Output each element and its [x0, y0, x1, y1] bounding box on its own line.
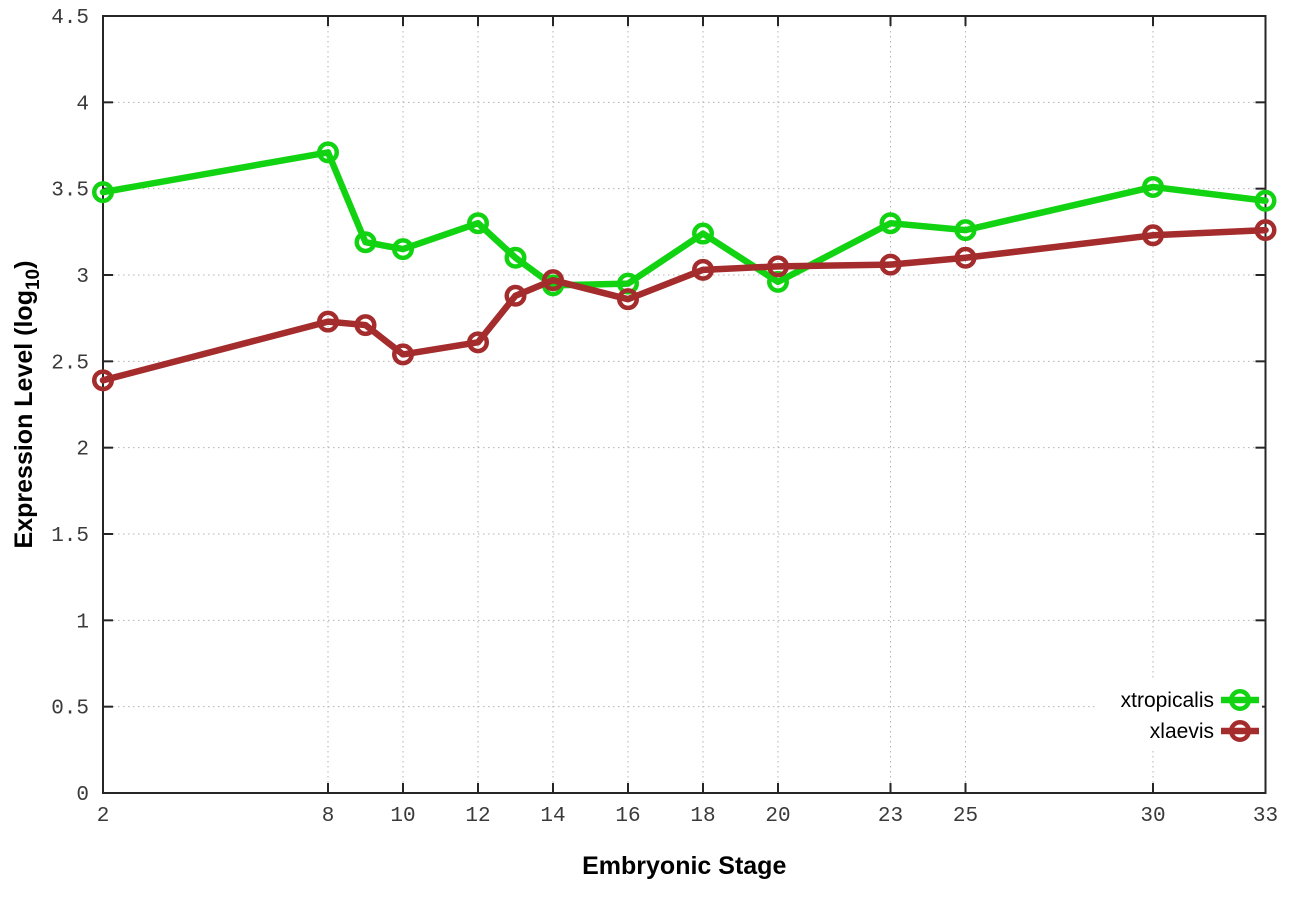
data-point-xlaevis	[1142, 224, 1164, 247]
y-tick-label: 2.5	[51, 352, 89, 375]
data-point-xlaevis	[692, 258, 714, 281]
data-point-xtropicalis	[1254, 189, 1277, 212]
data-point-xtropicalis	[354, 231, 377, 254]
y-tick-label: 1.5	[51, 525, 89, 548]
data-point-xlaevis	[879, 253, 902, 276]
y-tick-label: 0.5	[51, 698, 89, 721]
data-point-xtropicalis	[1142, 175, 1164, 198]
series-line-xtropicalis	[99, 149, 1269, 289]
data-point-xtropicalis	[92, 181, 114, 204]
x-tick-label: 8	[322, 805, 335, 828]
data-point-xlaevis	[317, 310, 339, 333]
x-tick-label: 30	[1140, 805, 1165, 828]
y-tick-label: 3.5	[51, 180, 89, 203]
plot-border	[102, 15, 1267, 794]
y-tick-label: 0	[76, 784, 89, 807]
data-point-xlaevis	[1254, 219, 1277, 242]
data-point-xlaevis	[954, 246, 977, 269]
x-tick-label: 2	[97, 805, 110, 828]
legend-marker-xtropicalis	[1229, 689, 1251, 711]
data-point-xlaevis	[354, 314, 377, 337]
x-tick-label: 20	[765, 805, 790, 828]
x-tick-label: 14	[540, 805, 565, 828]
x-tick-label: 10	[390, 805, 415, 828]
data-point-xlaevis	[467, 331, 489, 354]
data-point-xlaevis	[767, 255, 789, 278]
x-tick-label: 18	[690, 805, 715, 828]
x-tick-label: 23	[878, 805, 903, 828]
legend-marker-xlaevis	[1229, 720, 1251, 742]
data-point-xlaevis	[504, 284, 527, 307]
data-point-xtropicalis	[692, 222, 714, 245]
data-point-xlaevis	[542, 269, 564, 292]
data-point-xtropicalis	[879, 212, 902, 235]
data-point-xtropicalis	[954, 219, 977, 242]
data-point-xtropicalis	[392, 238, 414, 261]
x-tick-label: 12	[465, 805, 490, 828]
legend-label-xlaevis: xlaevis	[1150, 720, 1214, 743]
x-tick-label: 25	[953, 805, 978, 828]
series-line-xlaevis	[99, 226, 1269, 384]
y-tick-label: 4	[76, 93, 89, 116]
y-tick-label: 1	[76, 611, 89, 634]
data-point-xtropicalis	[467, 212, 489, 235]
data-point-xlaevis	[392, 343, 414, 366]
data-point-xtropicalis	[504, 246, 527, 269]
data-point-xlaevis	[617, 288, 639, 311]
data-point-xlaevis	[92, 369, 114, 392]
y-axis-title: Expression Level (log10)	[10, 261, 44, 549]
y-tick-label: 4.5	[51, 7, 89, 30]
y-tick-label: 2	[76, 439, 89, 462]
legend-label-xtropicalis: xtropicalis	[1121, 689, 1214, 712]
x-tick-label: 33	[1253, 805, 1278, 828]
data-point-xtropicalis	[317, 141, 339, 164]
x-axis-title: Embryonic Stage	[582, 852, 786, 880]
y-tick-label: 3	[76, 266, 89, 289]
x-tick-label: 16	[615, 805, 640, 828]
